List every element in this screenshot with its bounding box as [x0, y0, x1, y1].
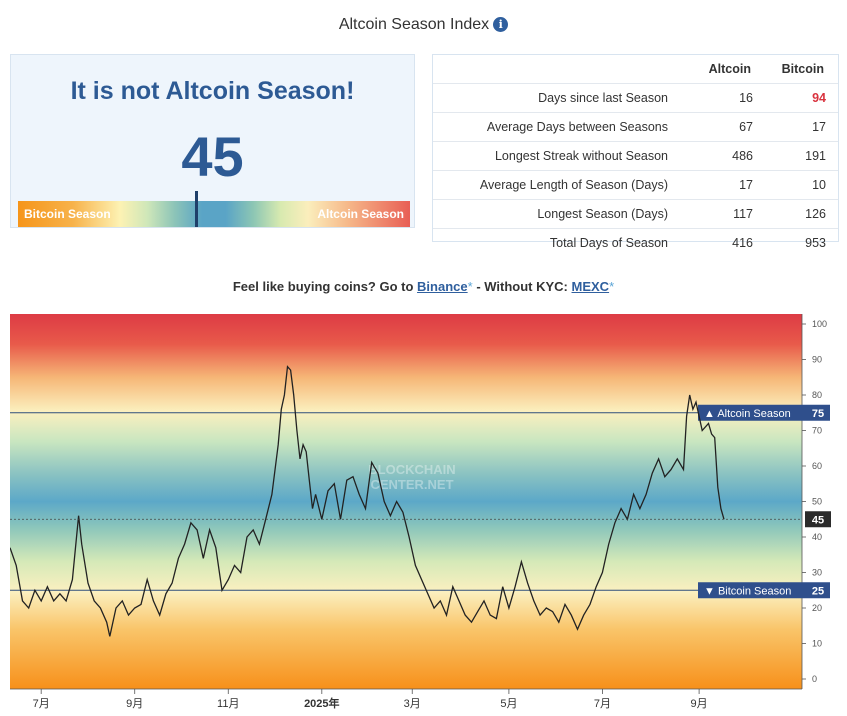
watermark-line-1: BLOCKCHAIN: [368, 462, 455, 477]
y-tick-label: 90: [812, 355, 822, 365]
page-title: Altcoin Season Index i: [0, 16, 847, 34]
altcoin-value: 416: [682, 228, 765, 257]
row-label: Days since last Season: [433, 83, 682, 113]
altcoin-value: 117: [682, 199, 765, 229]
table-row: Average Length of Season (Days) 17 10: [433, 170, 838, 200]
info-icon[interactable]: i: [493, 17, 509, 32]
mexc-star: *: [609, 279, 615, 294]
season-index-chart: BLOCKCHAIN CENTER.NET 100908070605040302…: [10, 314, 831, 710]
chart-watermark: BLOCKCHAIN CENTER.NET: [368, 462, 455, 492]
binance-link[interactable]: Binance: [417, 279, 468, 294]
column-header-altcoin: Altcoin: [708, 62, 751, 76]
y-tick-label: 60: [812, 461, 822, 471]
season-status-panel: It is not Altcoin Season! 45 Bitcoin Sea…: [10, 54, 415, 228]
promo-prefix: Feel like buying coins? Go to: [232, 279, 414, 294]
x-tick-label: 11月: [217, 698, 239, 710]
series-line: [10, 365, 725, 637]
y-tick-label: 0: [812, 674, 817, 684]
threshold-value: 75: [812, 408, 824, 420]
x-tick-label: 2025年: [304, 696, 339, 710]
season-gauge: Bitcoin Season Altcoin Season: [18, 201, 410, 227]
y-tick-label: 10: [812, 639, 822, 649]
bitcoin-value: 126: [765, 199, 838, 229]
threshold-label: ▲ Altcoin Season: [704, 408, 791, 420]
bitcoin-value: 953: [765, 228, 838, 257]
x-tick-label: 9月: [126, 698, 143, 710]
gauge-left-label: Bitcoin Season: [24, 207, 111, 221]
table-row: Days since last Season 16 94: [433, 83, 838, 113]
altcoin-value: 486: [682, 141, 765, 171]
y-tick-label: 30: [812, 568, 822, 578]
bitcoin-value: 10: [765, 170, 838, 200]
column-header-bitcoin: Bitcoin: [781, 62, 824, 76]
x-tick-label: 5月: [500, 698, 517, 710]
index-value: 45: [181, 125, 244, 188]
row-label: Longest Streak without Season: [433, 141, 682, 171]
gauge-right-label: Altcoin Season: [317, 207, 404, 221]
bitcoin-value: 94: [765, 83, 838, 113]
gauge-marker: [195, 191, 198, 227]
threshold-badge: [698, 404, 830, 421]
threshold-label: ▼ Bitcoin Season: [704, 585, 791, 597]
row-label: Total Days of Season: [433, 228, 682, 257]
y-tick-label: 80: [812, 390, 822, 400]
binance-star: *: [467, 279, 473, 294]
current-value-label: 45: [812, 514, 824, 526]
y-tick-label: 40: [812, 532, 822, 542]
altcoin-value: 17: [682, 170, 765, 200]
row-label: Average Length of Season (Days): [433, 170, 682, 200]
table-row: Total Days of Season 416 953: [433, 228, 838, 257]
table-row: Average Days between Seasons 67 17: [433, 112, 838, 142]
chart-background: [10, 314, 802, 689]
y-tick-label: 50: [812, 497, 822, 507]
x-tick-label: 7月: [594, 698, 611, 710]
promo-middle: - Without KYC:: [476, 279, 568, 294]
bitcoin-value: 191: [765, 141, 838, 171]
row-label: Average Days between Seasons: [433, 112, 682, 142]
mexc-link[interactable]: MEXC: [571, 279, 610, 294]
threshold-value: 25: [812, 585, 824, 597]
y-tick-label: 20: [812, 603, 822, 613]
promo-line: Feel like buying coins? Go to Binance* -…: [0, 279, 847, 294]
y-tick-label: 100: [812, 319, 827, 329]
current-value-badge: [805, 511, 831, 528]
title-text: Altcoin Season Index: [338, 16, 490, 33]
x-tick-label: 7月: [33, 698, 50, 710]
watermark-line-2: CENTER.NET: [370, 477, 453, 492]
altcoin-value: 67: [682, 112, 765, 142]
stats-table: Altcoin Bitcoin Days since last Season 1…: [432, 54, 839, 257]
altcoin-value: 16: [682, 83, 765, 113]
table-row: Longest Streak without Season 486 191: [433, 141, 838, 171]
y-tick-label: 70: [812, 426, 822, 436]
x-tick-label: 3月: [404, 698, 421, 710]
threshold-badge: [698, 582, 830, 599]
x-tick-label: 9月: [691, 698, 708, 710]
season-status-text: It is not Altcoin Season!: [70, 77, 355, 105]
row-label: Longest Season (Days): [433, 199, 682, 229]
bitcoin-value: 17: [765, 112, 838, 142]
table-row: Longest Season (Days) 117 126: [433, 199, 838, 229]
